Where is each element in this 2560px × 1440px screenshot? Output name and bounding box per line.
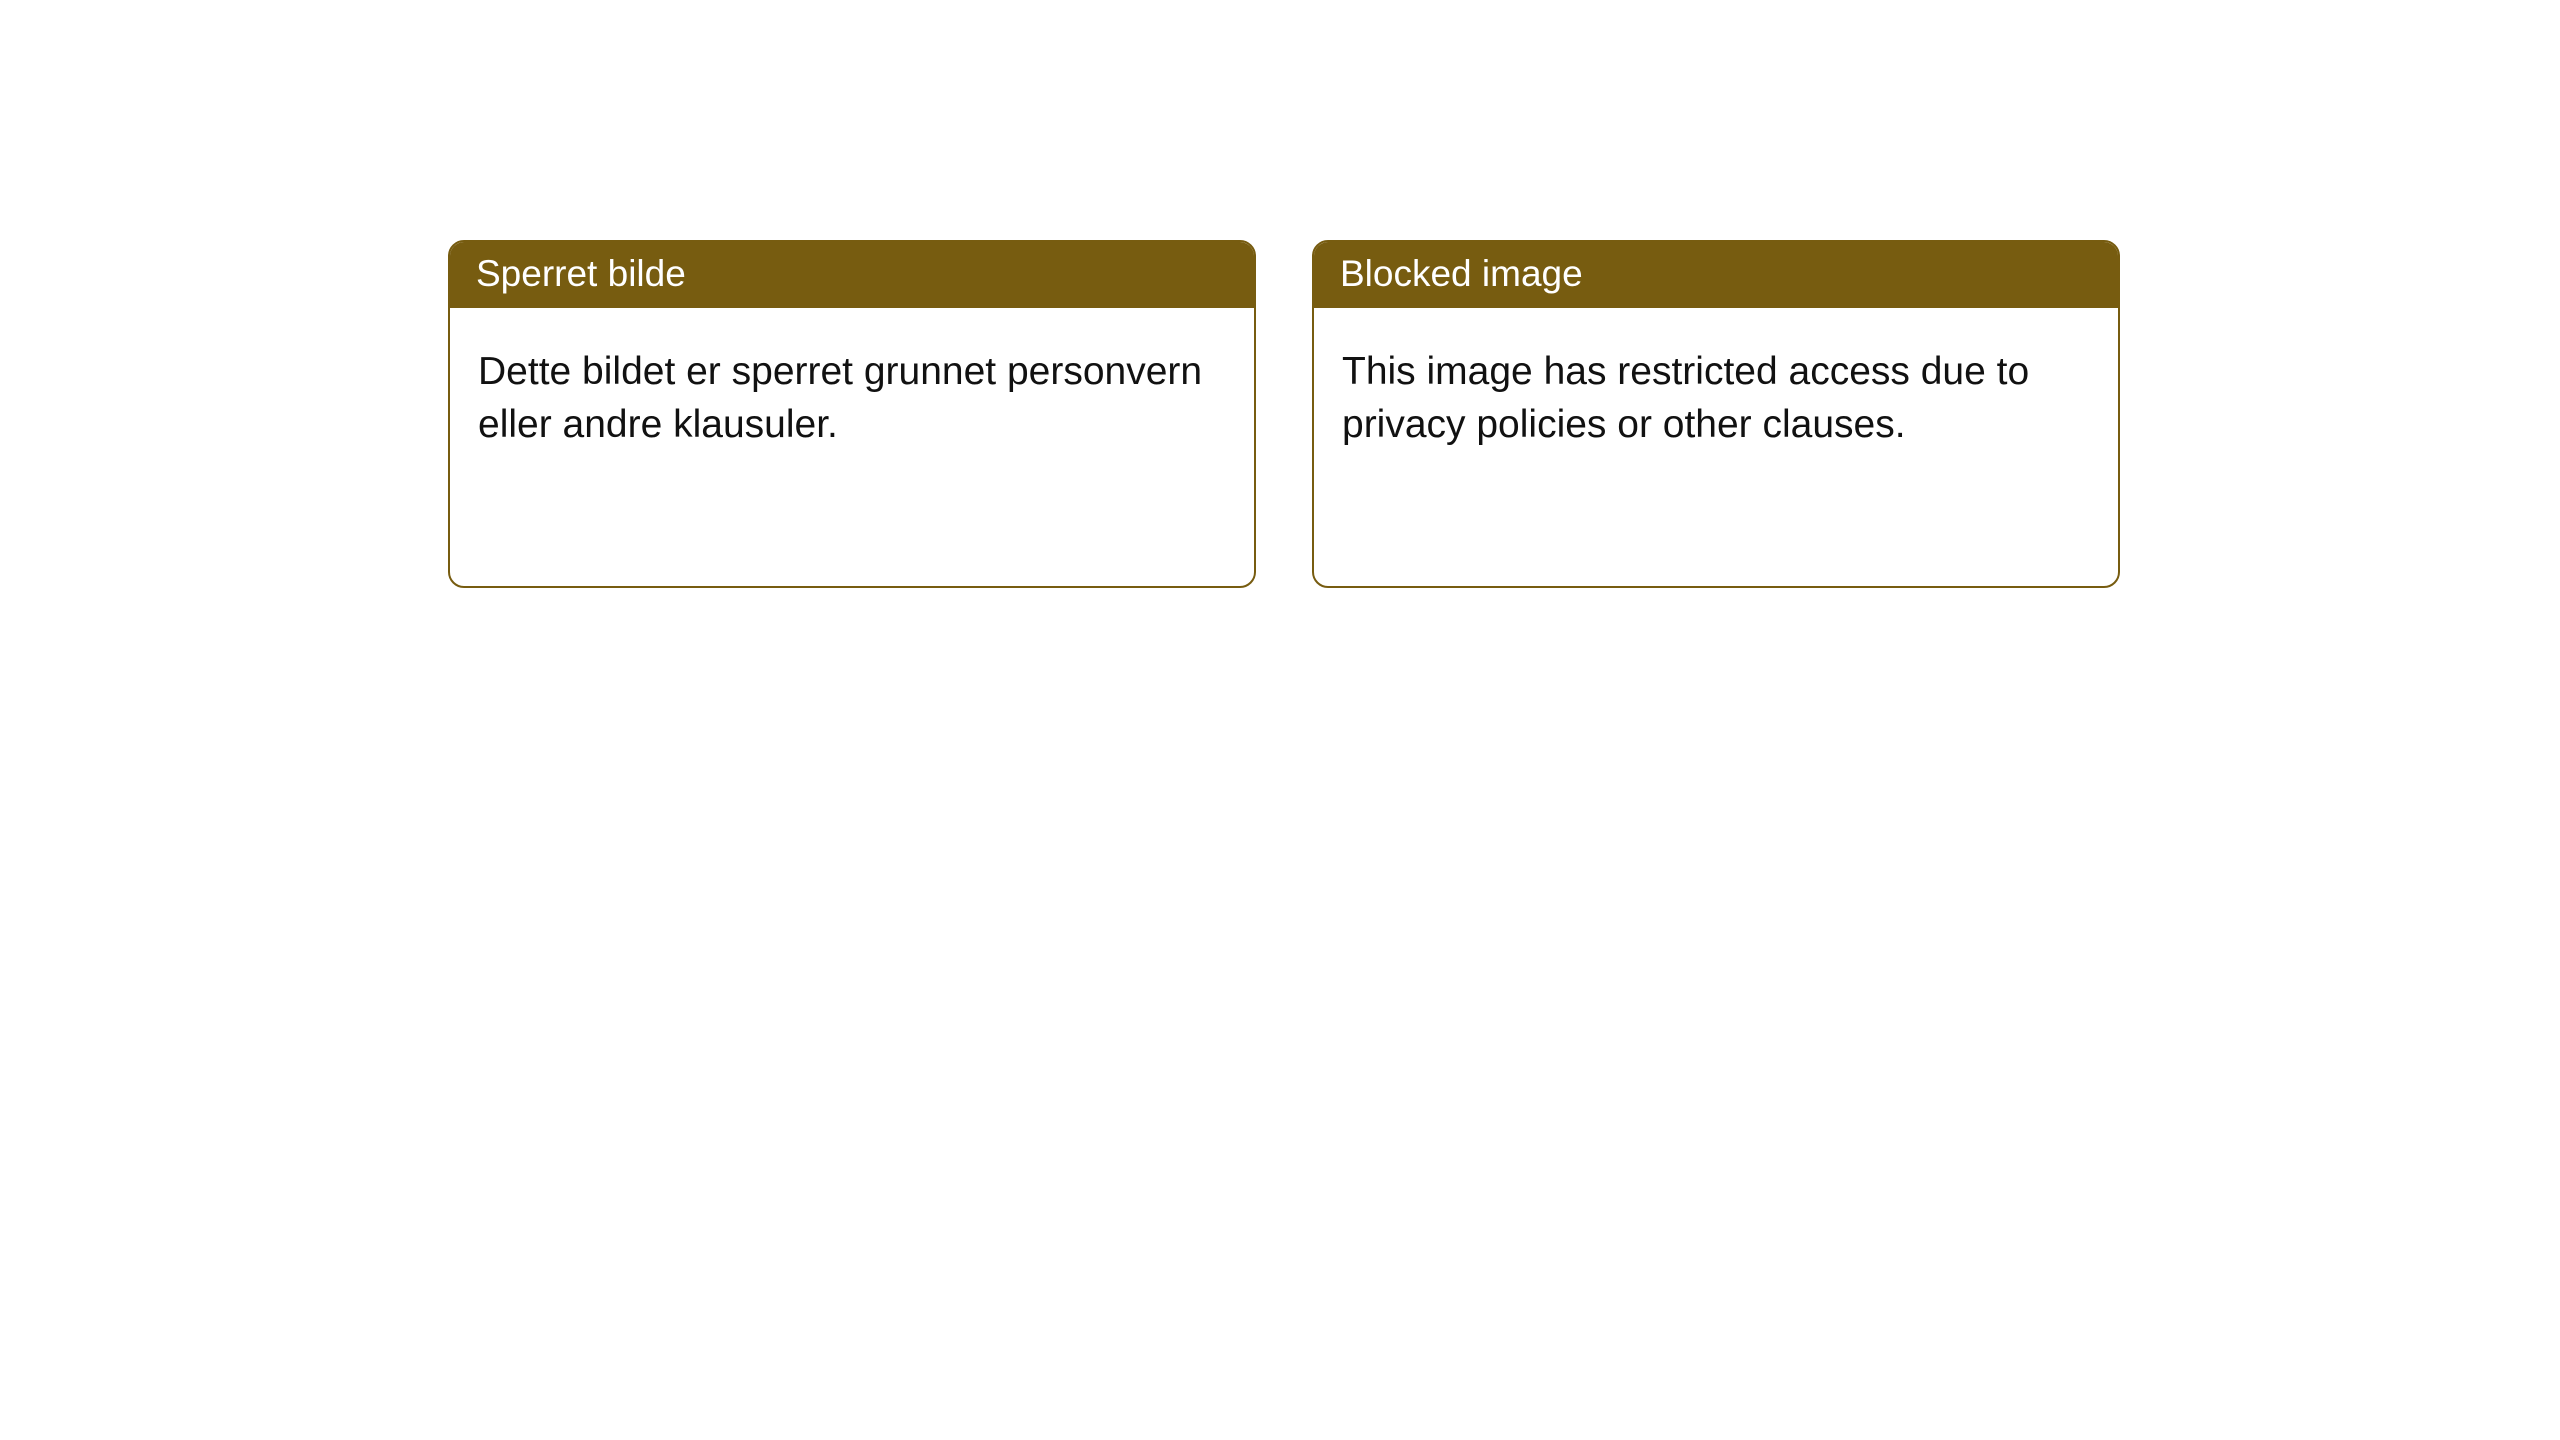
notice-card-title: Blocked image bbox=[1314, 242, 2118, 308]
notice-card-body: This image has restricted access due to … bbox=[1314, 308, 2118, 586]
notice-card-english: Blocked image This image has restricted … bbox=[1312, 240, 2120, 588]
notice-card-body: Dette bildet er sperret grunnet personve… bbox=[450, 308, 1254, 586]
notice-card-norwegian: Sperret bilde Dette bildet er sperret gr… bbox=[448, 240, 1256, 588]
notice-container: Sperret bilde Dette bildet er sperret gr… bbox=[0, 0, 2560, 588]
notice-card-title: Sperret bilde bbox=[450, 242, 1254, 308]
